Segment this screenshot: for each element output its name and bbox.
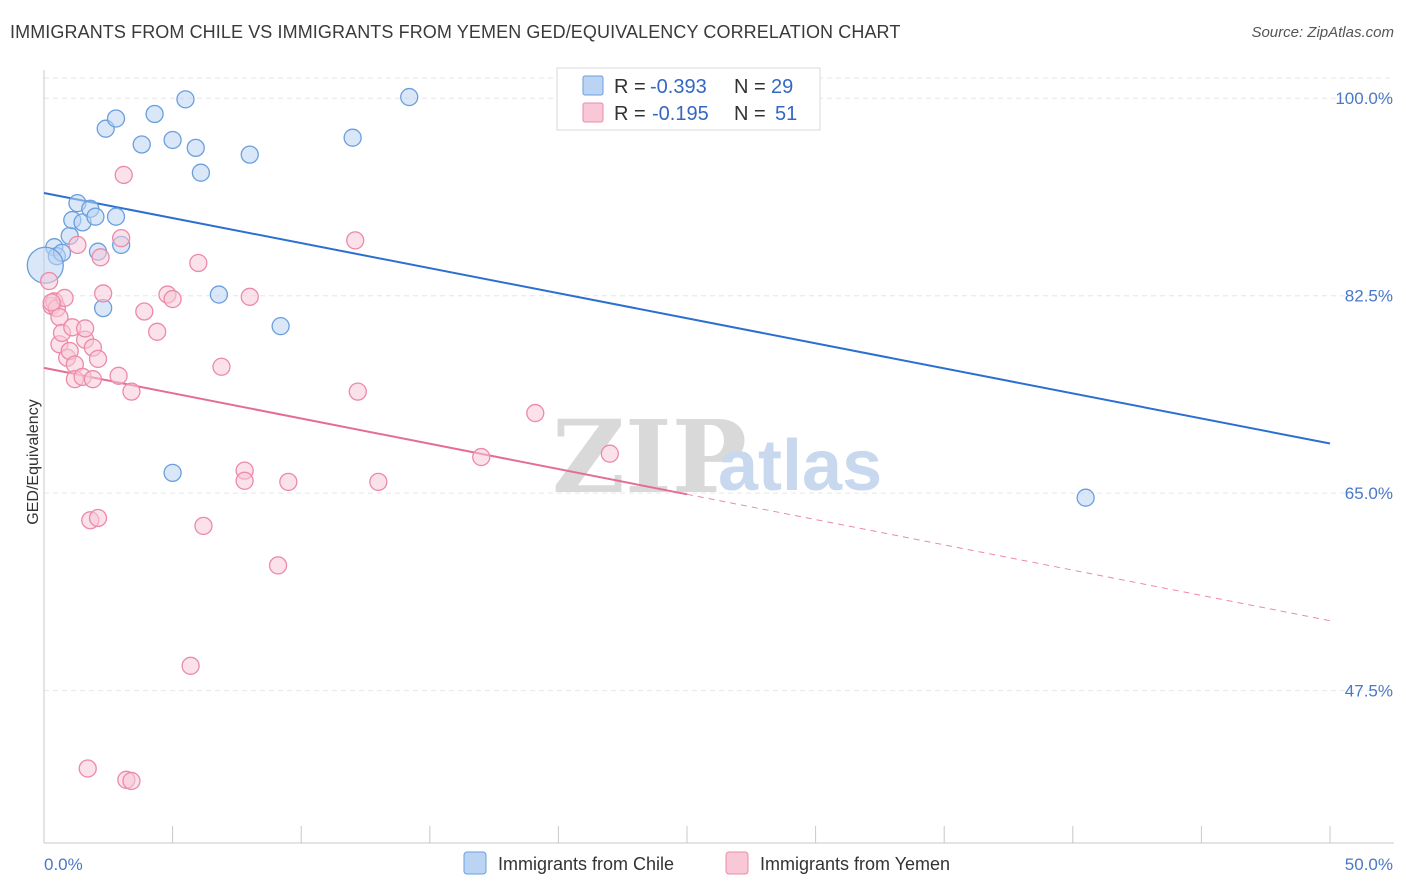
yemen-trend-line [43, 366, 688, 496]
chile-point-20 [191, 163, 211, 182]
yemen-point-16 [76, 319, 95, 338]
yemen-point-39 [346, 231, 365, 250]
chile-point-16 [145, 104, 164, 124]
chile-point-26 [163, 463, 182, 483]
yemen-point-46 [181, 656, 200, 675]
yemen-point-24 [114, 165, 133, 185]
yemen-point-29 [163, 289, 182, 309]
yemen-point-44 [600, 444, 619, 463]
yemen-n-label: N = [734, 103, 766, 125]
yemen-point-0 [39, 271, 59, 291]
y-axis-label: GED/Equivalency [25, 399, 42, 524]
yemen-point-47 [78, 759, 97, 778]
yemen-point-32 [240, 287, 259, 306]
yemen-point-40 [348, 382, 367, 401]
chile-point-18 [176, 90, 195, 109]
chile-point-21 [209, 285, 229, 304]
trend-lines [43, 192, 1331, 622]
yemen-r-value: -0.195 [652, 103, 709, 125]
chile-point-19 [186, 138, 205, 158]
chile-point-22 [240, 145, 259, 164]
chile-point-23 [271, 317, 290, 336]
y-tick-label-1: 65.0% [1345, 484, 1393, 503]
yemen-point-35 [194, 516, 213, 536]
yemen-point-50 [42, 293, 61, 312]
y-tick-label-2: 82.5% [1345, 287, 1393, 306]
chile-trend-line [43, 192, 1331, 445]
yemen-point-31 [212, 357, 231, 376]
x-tick-labels: 0.0% 50.0% [44, 855, 1393, 874]
chile-point-27 [1076, 488, 1095, 507]
chile-point-24 [343, 128, 362, 147]
yemen-point-38 [279, 472, 298, 492]
yemen-legend-swatch [582, 102, 604, 123]
yemen-point-34 [88, 508, 108, 528]
chile-point-14 [106, 109, 126, 128]
chile-r-label: R = [614, 76, 646, 98]
source-label: Source: ZipAtlas.com [1251, 24, 1394, 41]
chile-series-label: Immigrants from Chile [498, 854, 674, 874]
chile-r-value: -0.393 [650, 76, 707, 98]
watermark: ZIP atlas [552, 398, 882, 516]
y-tick-label-3: 100.0% [1335, 89, 1393, 108]
chile-n-value: 29 [771, 76, 793, 98]
yemen-point-37 [235, 471, 254, 490]
x-tick-label-0: 0.0% [44, 855, 83, 874]
yemen-point-30 [189, 253, 208, 273]
yemen-r-label: R = [614, 103, 646, 125]
chile-point-17 [163, 130, 182, 150]
yemen-point-41 [369, 472, 388, 492]
chile-point-25 [400, 87, 419, 107]
watermark-zip: ZIP [552, 398, 747, 516]
series-legend: Immigrants from Chile Immigrants from Ye… [463, 851, 950, 875]
yemen-n-value: 51 [775, 103, 797, 125]
chart-title: IMMIGRANTS FROM CHILE VS IMMIGRANTS FROM… [10, 22, 901, 42]
x-tick-label-1: 50.0% [1345, 855, 1393, 874]
stats-legend: R = -0.393 N = 29 R = -0.195 N = 51 [556, 67, 821, 131]
grid-lines [44, 77, 1394, 692]
yemen-point-22 [109, 366, 128, 385]
yemen-point-43 [526, 403, 545, 423]
data-points [26, 87, 1095, 791]
yemen-point-19 [88, 349, 108, 369]
y-tick-labels: 47.5% 65.0% 82.5% 100.0% [1335, 89, 1393, 700]
yemen-point-45 [268, 556, 288, 575]
yemen-point-17 [83, 370, 103, 389]
yemen-point-27 [148, 322, 167, 341]
yemen-point-23 [112, 228, 131, 248]
yemen-series-label: Immigrants from Yemen [760, 854, 950, 874]
yemen-point-26 [135, 302, 154, 321]
axes [43, 70, 1394, 844]
yemen-point-25 [122, 382, 141, 401]
yemen-point-21 [94, 284, 113, 303]
watermark-atlas: atlas [718, 426, 882, 506]
yemen-series-swatch [725, 851, 749, 875]
chile-point-8 [86, 207, 105, 226]
yemen-point-13 [68, 235, 87, 255]
yemen-trend-extension [686, 493, 1331, 622]
chile-point-15 [132, 135, 151, 154]
yemen-point-20 [91, 248, 110, 267]
chile-legend-swatch [582, 75, 604, 96]
chile-series-swatch [463, 851, 487, 875]
chile-n-label: N = [734, 76, 766, 98]
chile-point-10 [106, 207, 126, 226]
y-tick-label-0: 47.5% [1345, 682, 1393, 701]
yemen-point-49 [122, 771, 141, 791]
yemen-point-42 [472, 447, 491, 467]
